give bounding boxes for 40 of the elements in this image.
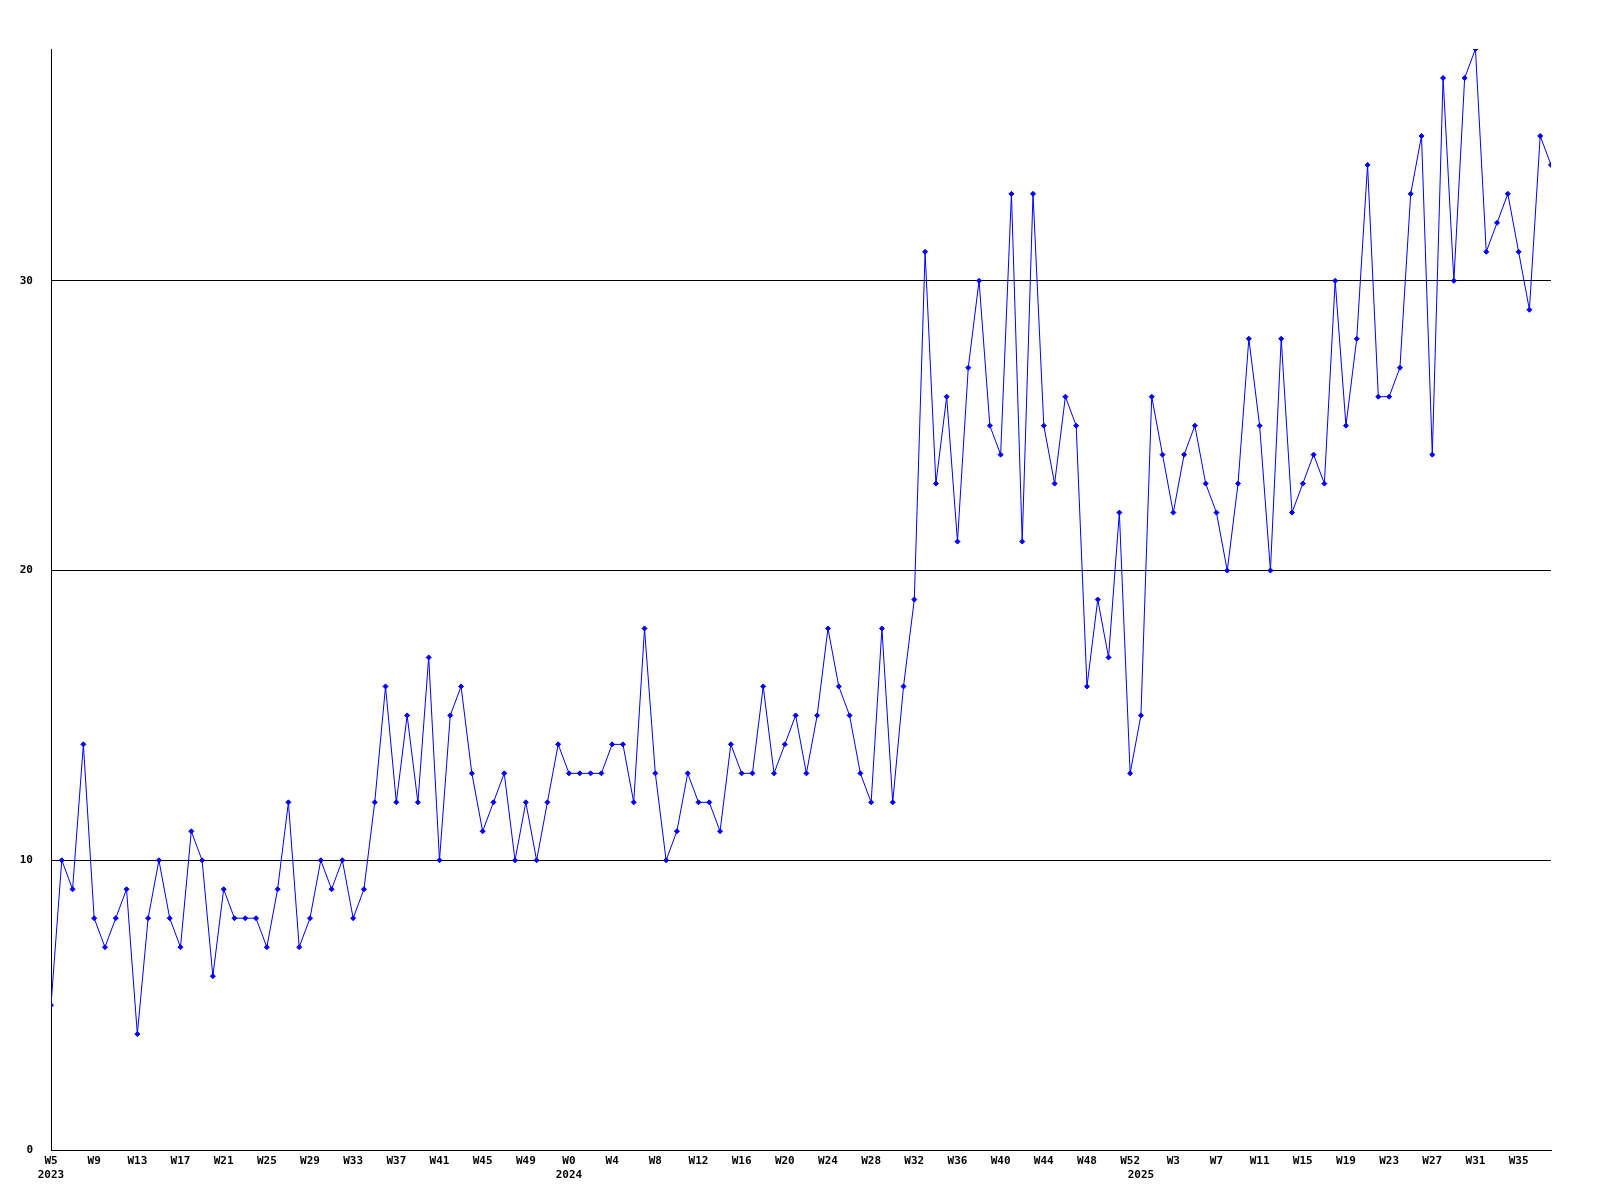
x-tick-label: W17 (170, 1154, 191, 1168)
x-tick-label: W5 2023 (37, 1154, 65, 1181)
x-tick-label: W20 (774, 1154, 795, 1168)
x-tick-label: W28 (861, 1154, 882, 1168)
x-tick-label: W4 (605, 1154, 620, 1168)
x-tick-label: W13 (127, 1154, 148, 1168)
x-tick-label: W3 (1166, 1154, 1180, 1168)
x-tick-label: W21 (213, 1154, 234, 1168)
x-tick-label: W12 (688, 1154, 709, 1168)
x-tick-label: W35 (1508, 1154, 1529, 1168)
y-tick-label: 10 (19, 853, 33, 867)
x-tick-label: W15 (1292, 1154, 1313, 1168)
x-tick-label: W27 (1422, 1154, 1443, 1168)
x-tick-label: W41 (429, 1154, 450, 1168)
x-tick-label: W37 (386, 1154, 407, 1168)
x-tick-label: W48 (1077, 1154, 1097, 1168)
x-tick-label: W29 (300, 1154, 320, 1168)
x-tick-label: W52 (1120, 1154, 1141, 1168)
x-tick-label: W23 (1379, 1154, 1400, 1168)
x-tick-label: W25 (256, 1154, 277, 1168)
x-tick-label: W19 (1336, 1154, 1356, 1168)
x-tick-label: W32 (904, 1154, 925, 1168)
x-tick-label: W8 (648, 1154, 662, 1168)
y-tick-label: 0 (26, 1142, 33, 1156)
x-tick-label: W45 (472, 1154, 493, 1168)
x-tick-label: W31 (1465, 1154, 1486, 1168)
x-tick-label: W9 (87, 1154, 101, 1168)
x-tick-label: W33 (343, 1154, 364, 1168)
x-tick-label: W49 (515, 1154, 536, 1168)
x-tick-label: W44 (1033, 1154, 1055, 1168)
x-tick-label: 2025 (1127, 1167, 1155, 1181)
x-tick-label: W11 (1249, 1154, 1270, 1168)
x-tick-label: W16 (731, 1154, 752, 1168)
x-tick-label: W7 (1209, 1154, 1224, 1168)
x-tick-label: W36 (947, 1154, 968, 1168)
x-tick-label: W0 2024 (555, 1154, 583, 1181)
x-tick-label: W24 (818, 1154, 839, 1168)
y-tick-label: 20 (19, 563, 33, 577)
x-tick-label: W40 (990, 1154, 1011, 1168)
y-tick-label: 30 (19, 273, 33, 287)
